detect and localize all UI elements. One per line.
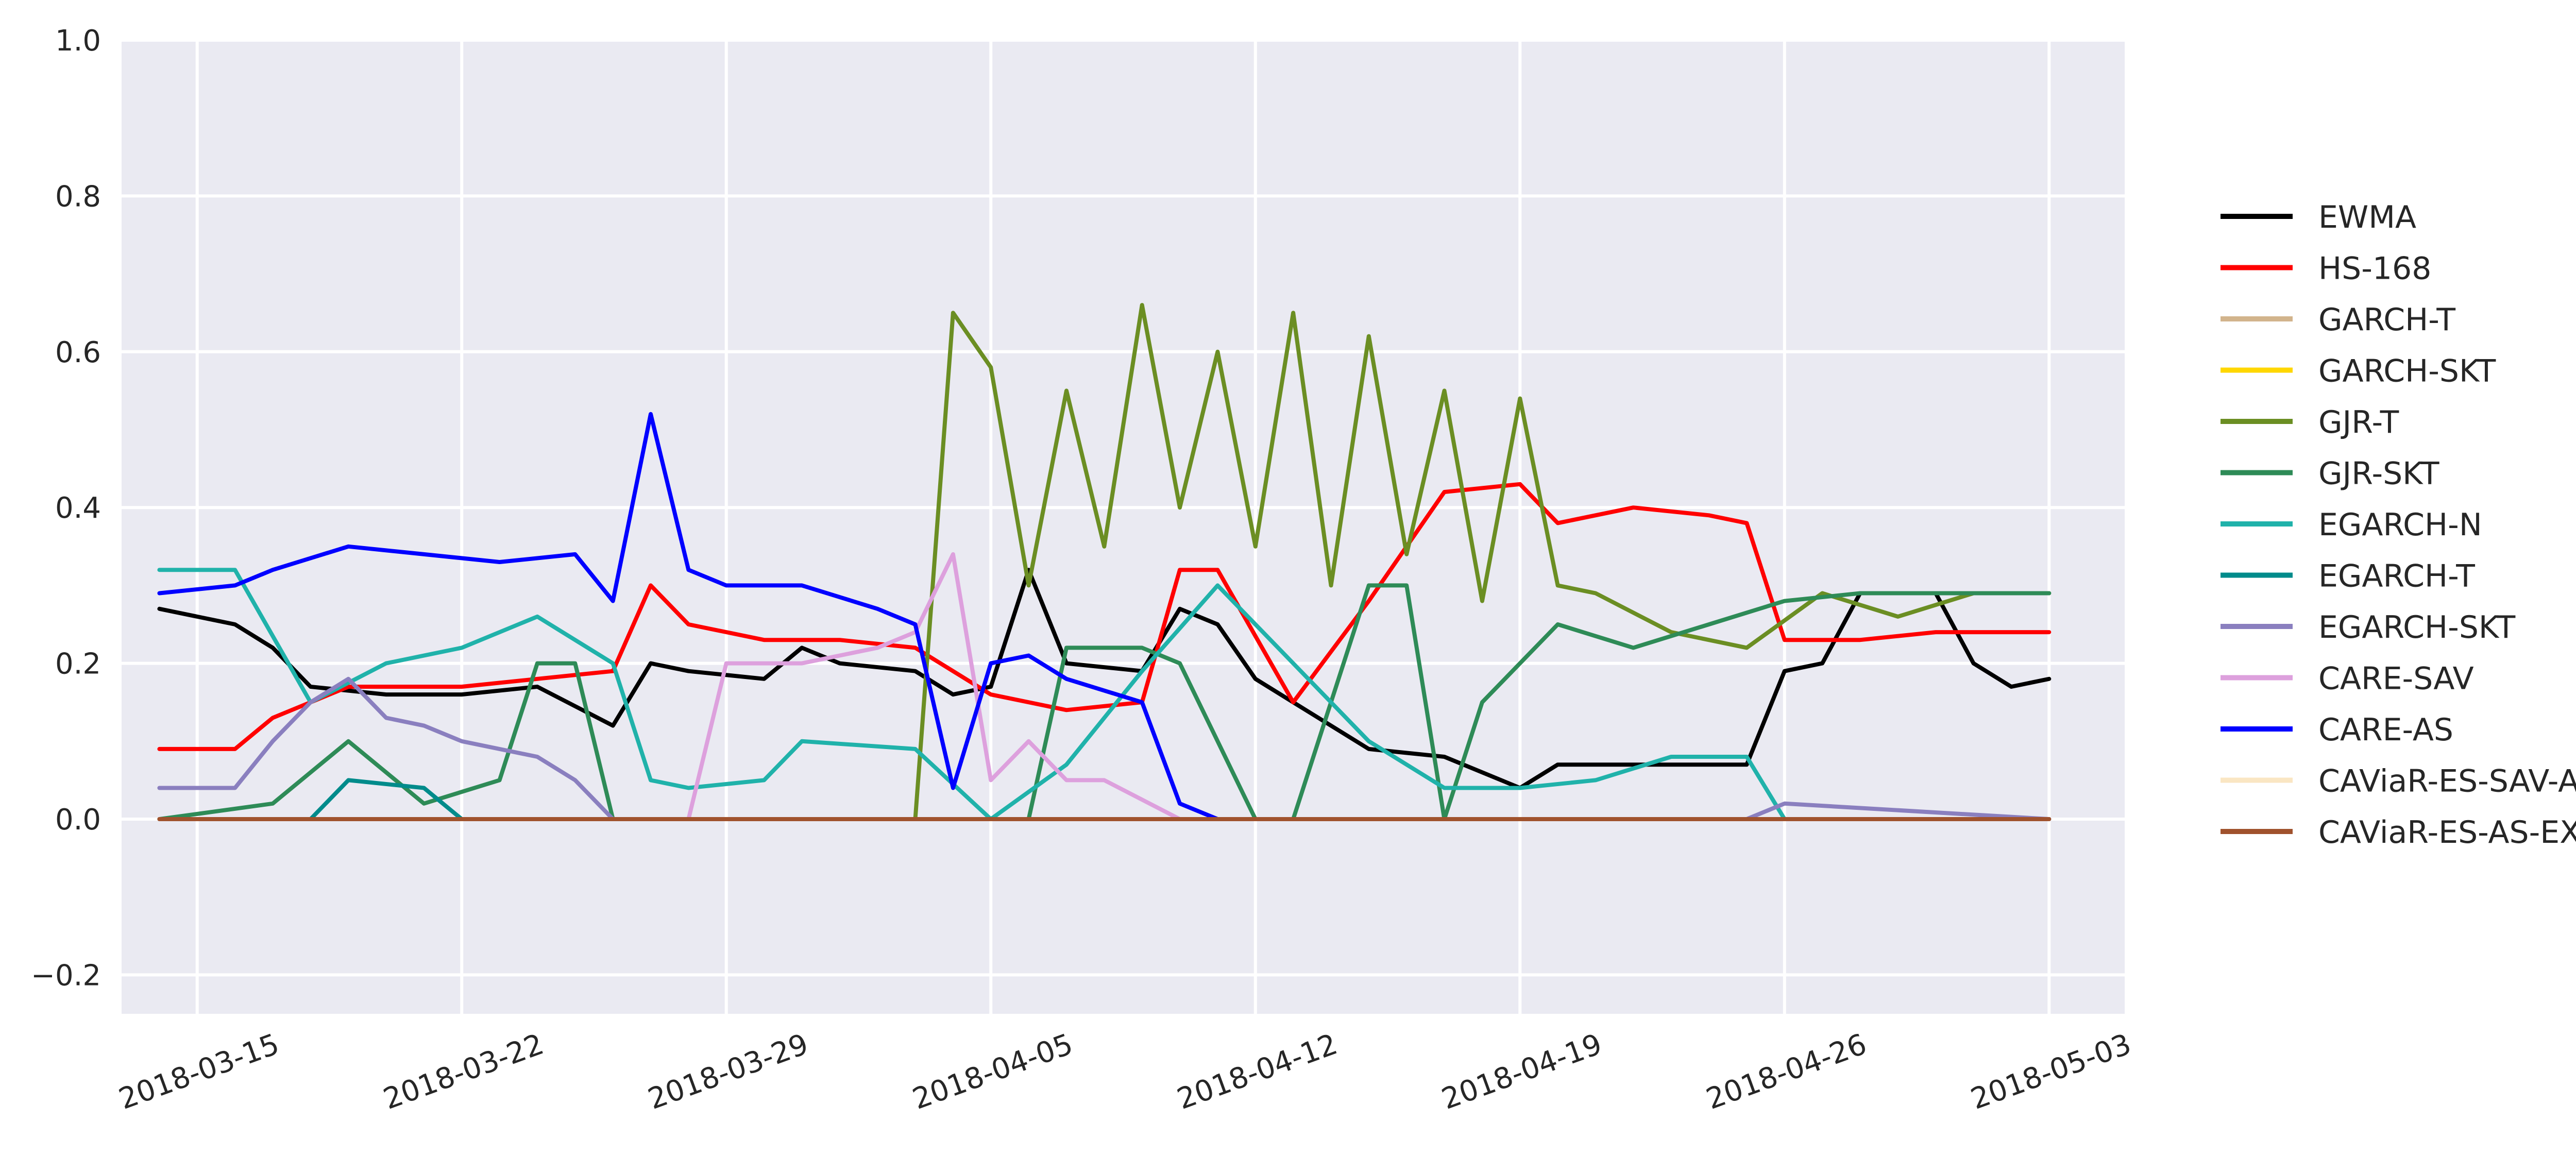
legend-label: GJR-SKT (2318, 456, 2439, 492)
x-tick-label: 2018-03-15 (114, 1027, 283, 1116)
x-tick-label: 2018-03-22 (379, 1027, 548, 1116)
legend-label: CAViaR-ES-SAV-AR (2318, 763, 2576, 800)
y-tick-label: 1.0 (55, 24, 101, 58)
x-tick-label: 2018-04-26 (1702, 1027, 1871, 1116)
legend-label: HS-168 (2318, 251, 2431, 287)
legend-label: GJR-T (2318, 404, 2399, 440)
x-tick-label: 2018-04-12 (1173, 1027, 1342, 1116)
y-tick-label: −0.2 (31, 959, 101, 992)
x-tick-label: 2018-05-03 (1967, 1027, 2136, 1116)
y-tick-label: 0.8 (55, 180, 101, 213)
legend-label: GARCH-SKT (2318, 353, 2496, 389)
x-tick-label: 2018-03-29 (643, 1027, 812, 1116)
plot-background (122, 40, 2125, 1014)
legend-label: EGARCH-SKT (2318, 609, 2516, 646)
legend-label: EGARCH-T (2318, 558, 2475, 595)
series-line-care-sav (157, 552, 2052, 821)
legend-label: EGARCH-N (2318, 507, 2482, 543)
series-line-gjr-skt (157, 583, 2052, 821)
legend-label: EWMA (2318, 199, 2416, 235)
y-tick-label: 0.6 (55, 336, 101, 369)
y-tick-label: 0.4 (55, 491, 101, 525)
legend-label: CARE-SAV (2318, 661, 2474, 697)
x-tick-label: 2018-04-05 (908, 1027, 1077, 1116)
series-line-hs-168 (157, 482, 2052, 751)
series-line-gjr-t (157, 303, 2052, 821)
series-line-care-as (157, 412, 2052, 821)
legend-label: CARE-AS (2318, 712, 2453, 748)
grid (122, 39, 2125, 1014)
legend: EWMA HS-168 GARCH-T GARCH-SKT GJR-T GJR-SKT EG… (2221, 199, 2576, 851)
y-tick-label: 0.0 (55, 803, 101, 837)
x-axis-ticks: 2018-03-15 2018-03-22 2018-03-29 2018-04-05… (114, 1027, 2136, 1116)
series-layer (157, 303, 2052, 821)
y-axis-ticks: −0.2 0.0 0.2 0.4 0.6 0.8 1.0 (31, 24, 101, 992)
legend-label: CAViaR-ES-AS-EXP (2318, 814, 2576, 851)
legend-label: GARCH-T (2318, 302, 2455, 338)
x-tick-label: 2018-04-19 (1437, 1027, 1606, 1116)
y-tick-label: 0.2 (55, 648, 101, 681)
